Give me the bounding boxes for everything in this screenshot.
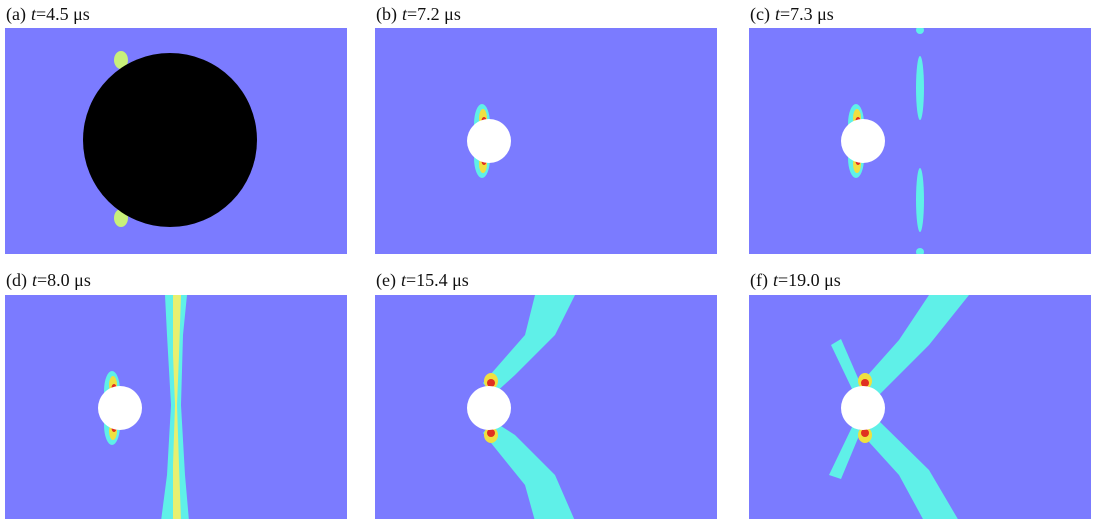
- panel-label: (e): [376, 270, 396, 290]
- peak: [861, 379, 869, 387]
- simulation-field: [375, 295, 717, 519]
- peak: [487, 379, 495, 387]
- simulation-field: [5, 295, 347, 519]
- peak: [861, 429, 869, 437]
- peak: [487, 429, 495, 437]
- panel-caption: (c)t=7.3 μs: [750, 4, 834, 24]
- simulation-field: [749, 295, 1091, 519]
- wave-front: [916, 56, 924, 120]
- simulation-field: [5, 28, 347, 254]
- panel-label: (a): [6, 4, 26, 24]
- time-value: =7.3 μs: [780, 4, 834, 24]
- panel-image: [749, 295, 1091, 519]
- particle: [83, 53, 257, 227]
- wave-front: [916, 168, 924, 232]
- particle: [98, 386, 142, 430]
- panel-image: [5, 295, 347, 519]
- panel-caption: (a)t=4.5 μs: [6, 4, 90, 24]
- simulation-field: [749, 28, 1091, 254]
- time-value: =4.5 μs: [36, 4, 90, 24]
- panel-caption: (d)t=8.0 μs: [6, 270, 91, 290]
- panel-label: (c): [750, 4, 770, 24]
- panel-image: [375, 295, 717, 519]
- panel-label: (f): [750, 270, 768, 290]
- simulation-field: [375, 28, 717, 254]
- panel-label: (b): [376, 4, 397, 24]
- panel-caption: (e)t=15.4 μs: [376, 270, 469, 290]
- panel-caption: (b)t=7.2 μs: [376, 4, 461, 24]
- figure: (a)t=4.5 μs (b)t=7.2 μs (c)t=7.3 μs (d)t…: [0, 0, 1094, 519]
- particle: [841, 119, 885, 163]
- panel-caption: (f)t=19.0 μs: [750, 270, 841, 290]
- time-value: =19.0 μs: [778, 270, 841, 290]
- panel-image: [5, 28, 347, 254]
- background: [375, 28, 717, 254]
- time-value: =15.4 μs: [406, 270, 469, 290]
- particle: [467, 386, 511, 430]
- time-value: =7.2 μs: [407, 4, 461, 24]
- panel-image: [749, 28, 1091, 254]
- panel-label: (d): [6, 270, 27, 290]
- particle: [467, 119, 511, 163]
- particle: [841, 386, 885, 430]
- panel-image: [375, 28, 717, 254]
- time-value: =8.0 μs: [37, 270, 91, 290]
